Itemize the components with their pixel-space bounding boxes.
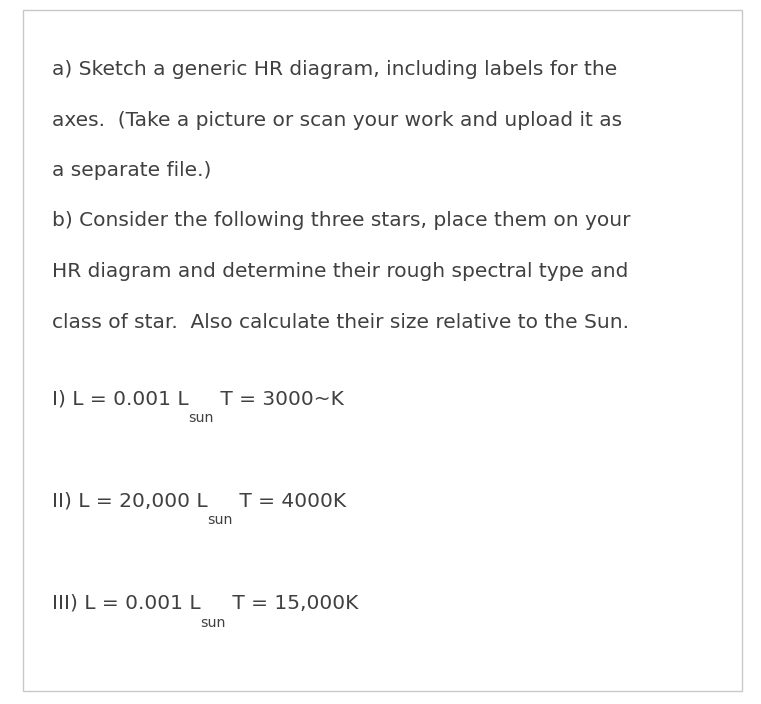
- Text: a) Sketch a generic HR diagram, including labels for the: a) Sketch a generic HR diagram, includin…: [52, 60, 617, 79]
- Text: sun: sun: [208, 513, 233, 527]
- Text: class of star.  Also calculate their size relative to the Sun.: class of star. Also calculate their size…: [52, 313, 629, 332]
- Text: b) Consider the following three stars, place them on your: b) Consider the following three stars, p…: [52, 211, 630, 230]
- Text: a separate file.): a separate file.): [52, 161, 211, 180]
- Text: I) L = 0.001 L: I) L = 0.001 L: [52, 390, 189, 409]
- Text: sun: sun: [200, 615, 226, 629]
- Text: T = 3000~K: T = 3000~K: [214, 390, 344, 409]
- Text: T = 4000K: T = 4000K: [233, 492, 346, 511]
- Text: axes.  (Take a picture or scan your work and upload it as: axes. (Take a picture or scan your work …: [52, 111, 622, 130]
- Text: III) L = 0.001 L: III) L = 0.001 L: [52, 594, 200, 613]
- Text: sun: sun: [189, 411, 214, 425]
- Text: II) L = 20,000 L: II) L = 20,000 L: [52, 492, 208, 511]
- Text: HR diagram and determine their rough spectral type and: HR diagram and determine their rough spe…: [52, 262, 628, 281]
- Text: T = 15,000K: T = 15,000K: [226, 594, 358, 613]
